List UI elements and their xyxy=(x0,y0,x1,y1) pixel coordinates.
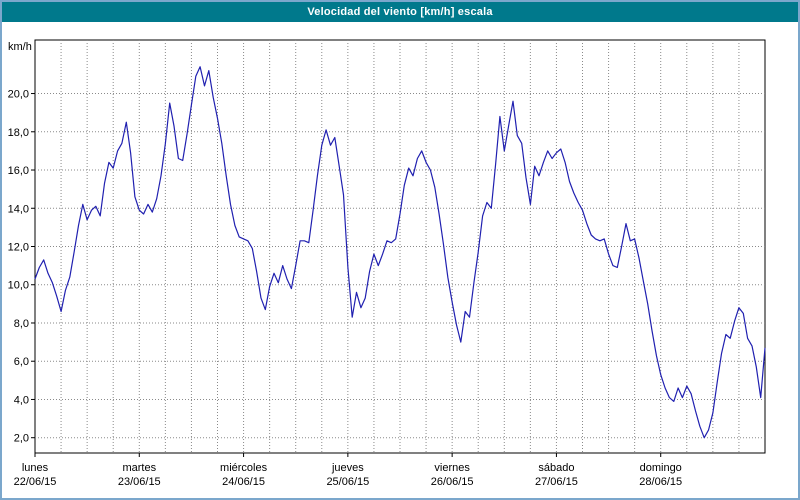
x-day-name-label: jueves xyxy=(331,462,364,474)
x-day-name-label: viernes xyxy=(434,462,470,474)
x-day-name-label: martes xyxy=(122,462,156,474)
y-tick-label: 14,0 xyxy=(8,203,29,215)
x-day-date-label: 28/06/15 xyxy=(639,476,682,488)
x-day-date-label: 22/06/15 xyxy=(14,476,57,488)
title-bar: Velocidad del viento [km/h] escala xyxy=(2,2,798,22)
y-tick-label: 18,0 xyxy=(8,127,29,139)
x-day-date-label: 27/06/15 xyxy=(535,476,578,488)
y-axis-unit-label: km/h xyxy=(8,41,32,53)
y-tick-label: 6,0 xyxy=(14,356,29,368)
x-day-name-label: sábado xyxy=(538,462,574,474)
y-tick-label: 16,0 xyxy=(8,165,29,177)
x-day-name-label: miércoles xyxy=(220,462,268,474)
x-day-date-label: 25/06/15 xyxy=(326,476,369,488)
y-tick-label: 8,0 xyxy=(14,318,29,330)
y-tick-label: 20,0 xyxy=(8,89,29,101)
x-day-date-label: 26/06/15 xyxy=(431,476,474,488)
x-day-date-label: 23/06/15 xyxy=(118,476,161,488)
plot-border xyxy=(34,39,766,454)
y-tick-label: 2,0 xyxy=(14,433,29,445)
x-day-name-label: lunes xyxy=(22,462,49,474)
x-day-name-label: domingo xyxy=(640,462,682,474)
series-line xyxy=(34,66,766,439)
y-tick-label: 12,0 xyxy=(8,242,29,254)
chart-area: 2,0 4,0 6,0 8,0 10,0 12,0 14,0 16,0 18,0 20,0 km/h… xyxy=(2,22,798,498)
y-tick-label: 10,0 xyxy=(8,280,29,292)
y-tick-label: 4,0 xyxy=(14,394,29,406)
x-day-date-label: 24/06/15 xyxy=(222,476,265,488)
chart-svg: 2,0 4,0 6,0 8,0 10,0 12,0 14,0 16,0 18,0 20,0 km/h… xyxy=(8,39,766,488)
window-title: Velocidad del viento [km/h] escala xyxy=(307,6,493,18)
